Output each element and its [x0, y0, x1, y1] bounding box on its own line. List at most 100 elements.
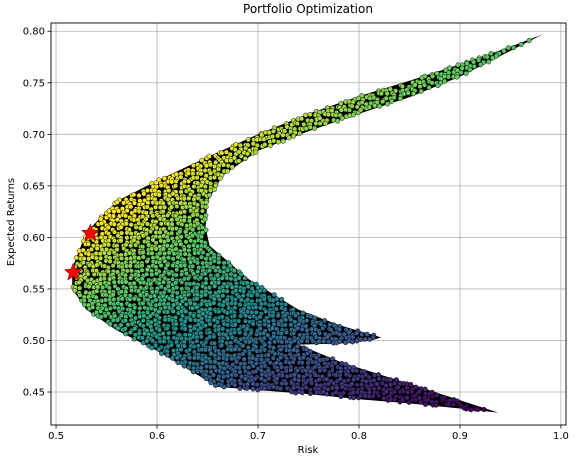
portfolio-point	[270, 128, 277, 134]
portfolio-point	[169, 355, 175, 361]
portfolio-point	[339, 360, 345, 367]
portfolio-point	[300, 310, 306, 316]
portfolio-point	[232, 346, 238, 352]
portfolio-point	[257, 326, 263, 332]
x-tick-label: 0.5	[48, 431, 64, 442]
portfolio-point	[144, 338, 150, 344]
portfolio-point	[238, 297, 244, 303]
portfolio-point	[433, 402, 439, 408]
portfolio-point	[418, 399, 424, 405]
portfolio-point	[332, 360, 339, 366]
portfolio-point	[178, 234, 184, 240]
portfolio-point	[232, 322, 238, 328]
portfolio-point	[198, 325, 204, 331]
portfolio-point	[125, 322, 131, 328]
portfolio-point	[157, 250, 163, 256]
portfolio-point	[120, 306, 126, 312]
portfolio-point	[191, 313, 197, 319]
portfolio-point	[312, 364, 318, 370]
portfolio-point	[271, 138, 277, 144]
portfolio-point	[354, 104, 360, 110]
portfolio-point	[242, 376, 248, 382]
portfolio-point	[166, 330, 172, 336]
portfolio-point	[468, 407, 474, 413]
portfolio-point	[471, 59, 477, 65]
portfolio-point	[266, 376, 272, 382]
portfolio-point	[195, 269, 201, 275]
portfolio-point	[288, 367, 294, 373]
portfolio-point	[261, 296, 267, 302]
portfolio-point	[190, 227, 196, 233]
portfolio-point	[288, 129, 294, 135]
portfolio-point	[374, 381, 380, 387]
portfolio-point	[421, 82, 428, 88]
portfolio-point	[291, 372, 297, 378]
portfolio-point	[359, 331, 365, 337]
portfolio-point	[250, 321, 256, 327]
portfolio-point	[183, 239, 189, 245]
portfolio-point	[290, 359, 296, 365]
portfolio-point	[123, 331, 129, 337]
portfolio-point	[111, 275, 117, 281]
portfolio-point	[261, 330, 267, 336]
portfolio-point	[144, 271, 150, 277]
portfolio-point	[111, 296, 117, 303]
portfolio-point	[219, 150, 225, 156]
x-tick-label: 1.0	[553, 431, 569, 442]
portfolio-point	[157, 301, 163, 307]
portfolio-point	[224, 158, 230, 164]
portfolio-point	[199, 208, 206, 214]
portfolio-point	[198, 234, 204, 240]
portfolio-point	[299, 360, 305, 366]
portfolio-point	[118, 238, 124, 244]
portfolio-point	[278, 354, 284, 361]
portfolio-point	[413, 384, 419, 390]
portfolio-point	[232, 382, 238, 388]
portfolio-point	[122, 326, 128, 332]
portfolio-point	[225, 373, 231, 379]
portfolio-point	[156, 309, 162, 315]
portfolio-point	[206, 284, 213, 291]
portfolio-point	[137, 314, 143, 320]
y-tick-label: 0.70	[23, 130, 45, 141]
portfolio-point	[304, 317, 310, 324]
portfolio-point	[349, 381, 355, 387]
portfolio-point	[304, 327, 310, 333]
portfolio-point	[325, 334, 331, 340]
portfolio-point	[216, 296, 222, 303]
portfolio-point	[518, 41, 524, 47]
portfolio-point	[299, 326, 305, 332]
portfolio-point	[350, 112, 357, 118]
portfolio-point	[283, 301, 289, 308]
portfolio-point	[198, 301, 204, 307]
portfolio-point	[236, 354, 242, 361]
portfolio-point	[286, 135, 292, 141]
portfolio-point	[208, 380, 214, 386]
portfolio-point	[283, 329, 289, 335]
portfolio-point	[169, 204, 175, 210]
portfolio-point	[259, 132, 265, 138]
portfolio-point	[118, 313, 124, 319]
portfolio-point	[261, 385, 268, 391]
portfolio-point	[216, 309, 222, 315]
portfolio-point	[359, 99, 365, 106]
portfolio-point	[379, 380, 385, 386]
portfolio-point	[94, 245, 100, 251]
portfolio-point	[85, 241, 92, 247]
portfolio-point	[366, 104, 372, 110]
portfolio-point	[106, 250, 112, 256]
portfolio-point	[410, 91, 416, 97]
portfolio-point	[115, 325, 121, 331]
portfolio-point	[317, 121, 323, 127]
portfolio-point	[232, 305, 238, 311]
portfolio-point	[345, 377, 351, 383]
portfolio-point	[207, 359, 214, 365]
portfolio-point	[299, 116, 305, 122]
portfolio-point	[215, 319, 221, 325]
portfolio-point	[237, 302, 243, 308]
portfolio-point	[111, 221, 117, 227]
portfolio-point	[140, 233, 146, 239]
portfolio-point	[128, 204, 134, 210]
portfolio-point	[267, 143, 273, 149]
portfolio-point	[123, 221, 129, 227]
